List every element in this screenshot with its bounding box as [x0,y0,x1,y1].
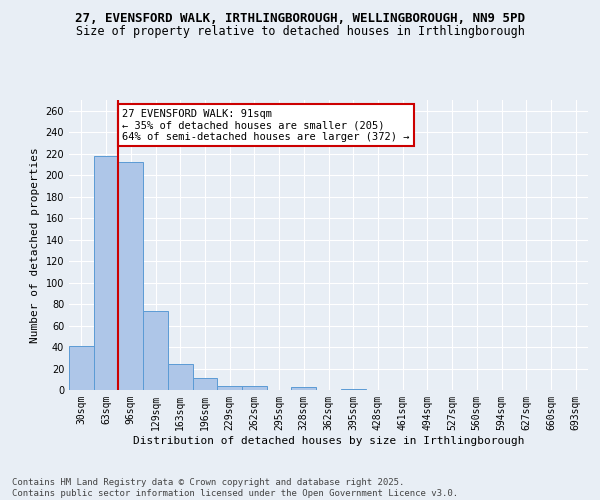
Text: 27, EVENSFORD WALK, IRTHLINGBOROUGH, WELLINGBOROUGH, NN9 5PD: 27, EVENSFORD WALK, IRTHLINGBOROUGH, WEL… [75,12,525,26]
Bar [69,346,94,390]
Bar [242,386,267,390]
Text: Contains HM Land Registry data © Crown copyright and database right 2025.
Contai: Contains HM Land Registry data © Crown c… [12,478,458,498]
Bar [94,156,118,390]
Bar [168,364,193,390]
Bar [143,310,168,390]
Y-axis label: Number of detached properties: Number of detached properties [30,147,40,343]
Text: 27 EVENSFORD WALK: 91sqm
← 35% of detached houses are smaller (205)
64% of semi-: 27 EVENSFORD WALK: 91sqm ← 35% of detach… [122,108,410,142]
X-axis label: Distribution of detached houses by size in Irthlingborough: Distribution of detached houses by size … [133,436,524,446]
Bar [118,162,143,390]
Bar [292,387,316,390]
Bar [341,389,365,390]
Bar [193,378,217,390]
Bar [217,386,242,390]
Text: Size of property relative to detached houses in Irthlingborough: Size of property relative to detached ho… [76,25,524,38]
